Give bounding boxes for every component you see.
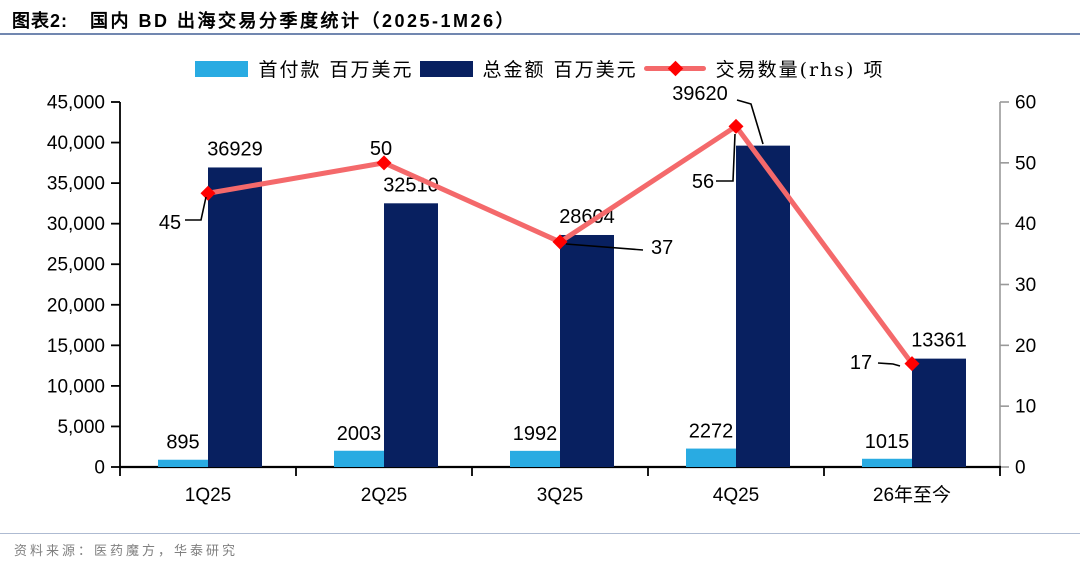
left-axis-tick-label: 25,000 <box>47 255 105 276</box>
label-leader-line <box>565 243 644 251</box>
total-amount-label: 28604 <box>559 206 615 228</box>
downpayment-bar <box>158 459 208 467</box>
legend-label-deal-count: 交易数量(rhs) 项 <box>715 59 885 81</box>
total-amount-bar <box>912 358 966 467</box>
left-axis-tick-label: 0 <box>94 458 105 479</box>
downpayment-bar <box>862 458 912 467</box>
downpayment-label: 2003 <box>337 423 382 445</box>
total-amount-label: 39620 <box>672 83 728 105</box>
right-axis-tick-label: 20 <box>1015 336 1036 357</box>
deal-count-label: 50 <box>370 138 392 160</box>
x-axis-category-label: 26年至今 <box>873 484 951 506</box>
downpayment-swatch <box>195 60 249 77</box>
right-axis-tick-label: 50 <box>1015 153 1036 174</box>
total-amount-label: 13361 <box>911 330 967 352</box>
right-axis-tick-label: 0 <box>1015 458 1026 479</box>
downpayment-label: 895 <box>166 432 199 454</box>
page-title: 国内 BD 出海交易分季度统计（2025-1M26） <box>90 11 517 31</box>
figure-label: 图表2: <box>12 11 69 31</box>
left-axis-tick-label: 5,000 <box>57 417 105 438</box>
line-marker-diamond-icon <box>552 234 568 250</box>
legend-label-total: 总金额 百万美元 <box>482 59 638 81</box>
chart-legend: 首付款 百万美元 总金额 百万美元 交易数量(rhs) 项 <box>0 55 1080 82</box>
line-marker-diamond-icon <box>728 118 744 134</box>
x-axis-category-label: 2Q25 <box>361 485 407 506</box>
title-divider <box>0 33 1080 35</box>
legend-item-total: 总金额 百万美元 <box>419 55 638 82</box>
deal-count-label: 17 <box>850 352 872 374</box>
right-axis-tick-label: 60 <box>1015 93 1036 114</box>
total-amount-label: 36929 <box>207 138 263 160</box>
right-axis-tick-label: 40 <box>1015 214 1036 235</box>
legend-item-deal-count: 交易数量(rhs) 项 <box>643 55 885 82</box>
x-axis-category-label: 3Q25 <box>537 485 583 506</box>
downpayment-label: 2272 <box>689 421 734 443</box>
right-axis-tick-label: 10 <box>1015 397 1036 418</box>
left-axis-tick-label: 10,000 <box>47 376 105 397</box>
left-axis-tick-label: 35,000 <box>47 174 105 195</box>
x-axis-category-label: 4Q25 <box>713 485 759 506</box>
right-axis-tick-label: 30 <box>1015 275 1036 296</box>
total-amount-bar <box>560 234 614 467</box>
line-marker-diamond-icon <box>200 185 216 201</box>
line-marker-diamond-icon <box>376 155 392 171</box>
footer-divider <box>0 533 1080 534</box>
total-amount-swatch <box>419 60 473 77</box>
downpayment-label: 1015 <box>865 431 910 453</box>
downpayment-bar <box>510 450 560 467</box>
legend-label-downpayment: 首付款 百万美元 <box>258 59 414 81</box>
label-leader-line <box>716 133 736 182</box>
left-axis-tick-label: 15,000 <box>47 336 105 357</box>
left-axis-tick-label: 40,000 <box>47 133 105 154</box>
downpayment-bar <box>334 450 384 467</box>
figure-title-row: 图表2: 国内 BD 出海交易分季度统计（2025-1M26） <box>12 7 516 33</box>
total-amount-bar <box>208 167 262 467</box>
left-axis-tick-label: 30,000 <box>47 214 105 235</box>
deal-count-label: 37 <box>651 237 673 259</box>
source-note: 资料来源：医药魔方，华泰研究 <box>14 544 239 559</box>
left-axis-tick-label: 20,000 <box>47 295 105 316</box>
left-axis-tick-label: 45,000 <box>47 93 105 114</box>
downpayment-label: 1992 <box>513 423 558 445</box>
downpayment-bar <box>686 448 736 467</box>
legend-item-downpayment: 首付款 百万美元 <box>195 55 413 82</box>
total-amount-bar <box>736 145 790 468</box>
total-amount-bar <box>384 203 438 467</box>
label-leader-line <box>877 362 901 367</box>
line-marker-diamond-icon <box>904 356 920 372</box>
x-axis-category-label: 1Q25 <box>185 485 231 506</box>
deal-count-label: 45 <box>159 212 181 234</box>
label-leader-line <box>736 99 764 145</box>
label-leader-line <box>185 196 207 221</box>
deal-count-label: 56 <box>692 171 714 193</box>
deal-count-line-swatch <box>643 60 706 77</box>
